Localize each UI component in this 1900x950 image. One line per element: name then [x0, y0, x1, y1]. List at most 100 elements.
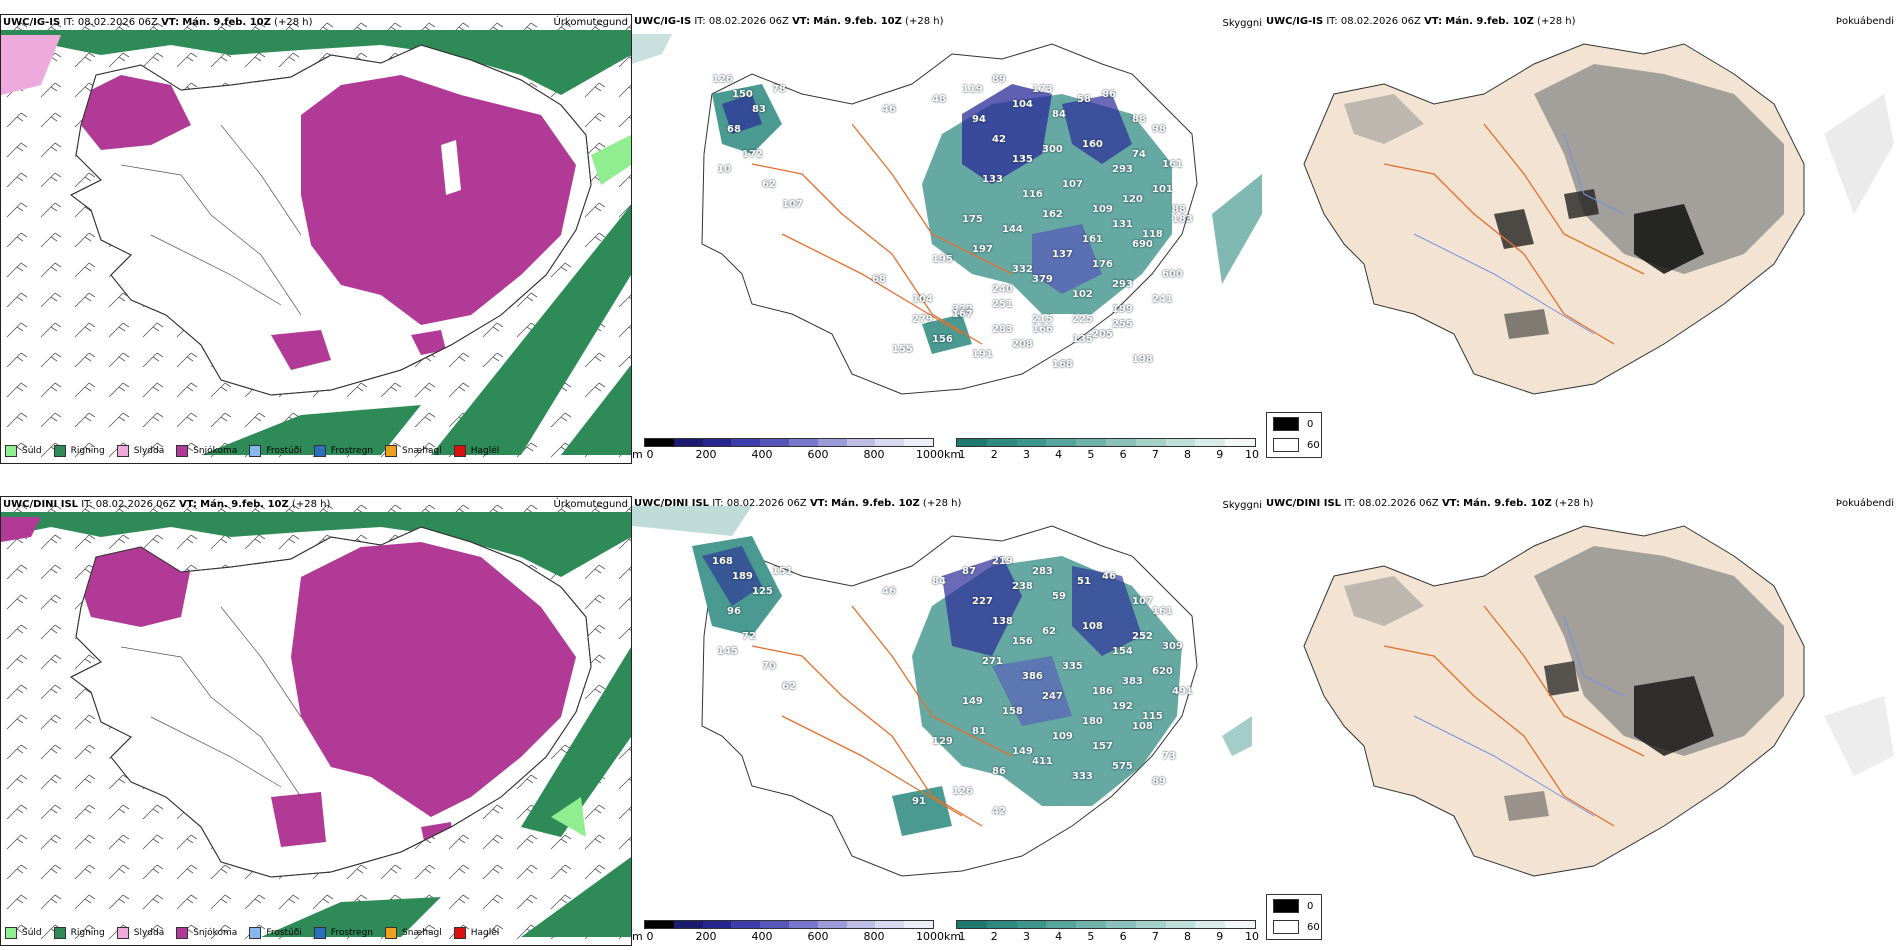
visibility-value-label: 126: [952, 786, 973, 797]
visibility-value-label: 173: [1032, 84, 1053, 95]
fog-legend-label: 0: [1307, 418, 1314, 430]
precip-map: [1, 497, 631, 945]
visibility-value-label: 84: [1052, 109, 1066, 120]
visibility-value-label: 144: [1002, 224, 1023, 235]
visibility-value-label: 120: [1122, 194, 1143, 205]
legend-label: Snæhagl: [402, 928, 442, 938]
visibility-value-label: 109: [1092, 204, 1113, 215]
fog-panel-label: Þokuábendi: [1835, 16, 1894, 27]
colorbar-tick: 2: [990, 930, 998, 943]
visibility-value-label: 160: [1082, 139, 1103, 150]
fog-panel-row2: UWC/DINI ISL IT: 08.02.2026 06Z VT: Mán.…: [1264, 496, 1900, 946]
colorbar-strip: [956, 438, 1256, 447]
legend-item: Frostregn: [313, 445, 374, 457]
colorbar-tick: 400: [751, 448, 773, 461]
colorbar-tick: 2: [990, 448, 998, 461]
precip-legend: Súld Rigning Slydda Snjókoma Frostúði Frostre…: [5, 445, 499, 457]
visibility-value-label: 73: [1162, 751, 1176, 762]
visibility-value-label: 158: [1002, 706, 1023, 717]
legend-swatch: [5, 927, 17, 939]
colorbar-tick: 8: [1184, 930, 1192, 943]
colorbar-tick: 3: [1022, 930, 1030, 943]
precip-panel-row1: UWC/IG-IS IT: 08.02.2026 06Z VT: Mán. 9.…: [0, 14, 632, 464]
visibility-value-label: 293: [1112, 279, 1133, 290]
fog-legend-label: 0: [1307, 900, 1314, 912]
colorbar-tick: 600: [807, 448, 829, 461]
visibility-value-label: 98: [1152, 124, 1166, 135]
visibility-value-label: 411: [1032, 756, 1053, 767]
colorbar-tick: 200: [695, 448, 717, 461]
visibility-value-label: 70: [762, 661, 776, 672]
visibility-value-label: 379: [1032, 274, 1053, 285]
visibility-value-label: 183: [1172, 214, 1193, 225]
skyggni-panel-label: Skyggni: [1222, 18, 1262, 29]
legend-label: Súld: [22, 446, 42, 456]
visibility-value-label: 175: [962, 214, 983, 225]
precip-title-row1: UWC/IG-IS IT: 08.02.2026 06Z VT: Mán. 9.…: [3, 17, 313, 28]
visibility-value-label: 155: [892, 344, 913, 355]
visibility-value-label: 271: [982, 656, 1003, 667]
visibility-value-label: 215: [1032, 314, 1053, 325]
colorbar-tick: 600: [807, 930, 829, 943]
visibility-value-label: 68: [727, 124, 741, 135]
legend-label: Snæhagl: [402, 446, 442, 456]
colorbar-tick: 4: [1055, 930, 1063, 943]
fog-legend-row: 0: [1273, 417, 1313, 431]
legend-label: Frostregn: [330, 446, 374, 456]
visibility-value-label: 119: [962, 84, 983, 95]
visibility-value-label: 219: [992, 556, 1013, 567]
visibility-value-label: 283: [1032, 566, 1053, 577]
colorbar-tick: 400: [751, 930, 773, 943]
visibility-value-label: 102: [1072, 289, 1093, 300]
colorbar-tick: 5: [1087, 930, 1095, 943]
visibility-value-label: 115: [1142, 711, 1163, 722]
visibility-value-label: 205: [1092, 329, 1113, 340]
colorbar-tick: 1000: [916, 930, 944, 943]
visibility-value-label: 189: [732, 571, 753, 582]
visibility-value-label: 166: [1032, 324, 1053, 335]
colorbar-tick: 0: [646, 930, 654, 943]
legend-item: Snæhagl: [385, 445, 442, 457]
legend-label: Rigning: [70, 928, 105, 938]
visibility-value-label: 149: [962, 696, 983, 707]
fog-legend-swatch: [1273, 438, 1299, 452]
colorbar-tick: 6: [1119, 448, 1127, 461]
visibility-value-label: 192: [1112, 701, 1133, 712]
legend-item: Haglél: [453, 445, 499, 457]
legend-swatch: [453, 927, 466, 939]
visibility-value-label: 332: [1012, 264, 1033, 275]
colorbar-unit: km: [944, 448, 962, 461]
visibility-value-label: 107: [782, 199, 803, 210]
visibility-value-label: 227: [972, 596, 993, 607]
skyggni-map: [632, 34, 1262, 395]
visibility-value-label: 154: [1112, 646, 1133, 657]
visibility-value-label: 208: [1012, 339, 1033, 350]
legend-swatch: [5, 445, 17, 457]
visibility-value-label: 109: [1052, 731, 1073, 742]
visibility-value-label: 191: [972, 349, 993, 360]
visibility-value-label: 333: [1072, 771, 1093, 782]
legend-label: Haglél: [470, 928, 500, 938]
precip-legend: Súld Rigning Slydda Snjókoma Frostúði Frostre…: [5, 927, 499, 939]
colorbar-strip: [644, 438, 934, 447]
visibility-value-label: 620: [1152, 666, 1173, 677]
visibility-value-label: 62: [782, 681, 796, 692]
visibility-value-label: 107: [1062, 179, 1083, 190]
visibility-value-label: 46: [1102, 571, 1116, 582]
legend-label: Frostúði: [266, 928, 302, 938]
fog-legend-label: 60: [1307, 439, 1320, 451]
fog-legend-swatch: [1273, 417, 1299, 431]
visibility-value-label: 241: [1152, 294, 1173, 305]
visibility-value-label: 335: [1062, 661, 1083, 672]
visibility-colorbar: km 1 2 3 4 5 6 7 8 9 10: [944, 918, 1264, 946]
colorbar-strip: [956, 920, 1256, 929]
visibility-value-label: 59: [1052, 591, 1066, 602]
visibility-value-label: 156: [932, 334, 953, 345]
visibility-value-label: 386: [1022, 671, 1043, 682]
legend-swatch: [249, 445, 262, 457]
fog-legend-swatch: [1273, 920, 1299, 934]
legend-item: Slydda: [116, 445, 164, 457]
visibility-value-label: 195: [932, 254, 953, 265]
fog-title-row2: UWC/DINI ISL IT: 08.02.2026 06Z VT: Mán.…: [1266, 498, 1594, 509]
visibility-value-label: 51: [1077, 576, 1091, 587]
